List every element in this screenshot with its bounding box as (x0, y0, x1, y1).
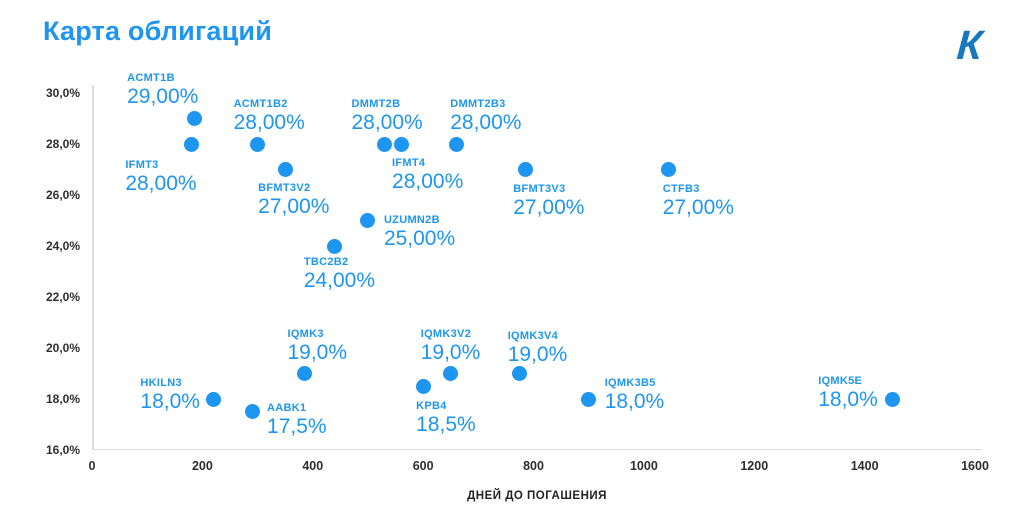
point-dot-iqmk3v2[interactable] (443, 366, 459, 381)
x-axis-tick-label: 1600 (961, 459, 989, 473)
point-dot-dmmt2b3[interactable] (448, 136, 464, 152)
point-label-dmmt2b: DMMT2B 28,00% (351, 98, 422, 135)
point-label-aabk1: AABK1 17,5% (267, 402, 327, 439)
point-name: IQMK3B5 (604, 377, 656, 389)
point-label-iqmk3v4: IQMK3V4 19,0% (508, 330, 568, 367)
point-label-hkiln3: HKILN3 18,0% (140, 377, 200, 414)
point-dot-kpb4[interactable] (415, 378, 431, 394)
point-name: BFMT3V3 (513, 182, 566, 195)
point-dot-ifmt3[interactable] (183, 136, 199, 152)
y-axis-tick-label: 24,0% (45, 239, 80, 253)
y-axis-tick-label: 18,0% (45, 392, 80, 406)
point-yield-value: 29,00% (127, 84, 199, 108)
point-yield-value: 25,00% (383, 226, 456, 250)
point-dot-hkiln3[interactable] (205, 391, 221, 407)
x-axis-tick-label: 0 (88, 459, 96, 473)
point-yield-value: 28,00% (351, 111, 423, 134)
point-name: IQMK5E (818, 375, 863, 387)
point-label-iqmk3b5: IQMK3B5 18,0% (605, 377, 665, 414)
point-dot-tbc2b2[interactable] (327, 238, 343, 254)
point-name: HKILN3 (140, 377, 182, 389)
point-dot-bfmt3v3[interactable] (517, 162, 533, 177)
point-name: KPB4 (416, 400, 447, 413)
x-axis-tick-label: 1000 (629, 459, 658, 473)
point-yield-value: 28,00% (450, 111, 522, 134)
point-label-bfmt3v2: BFMT3V2 27,00% (258, 182, 329, 219)
point-label-uzumn2b: UZUMN2B 25,00% (384, 214, 455, 251)
page-title: Карта облигаций (43, 16, 273, 46)
y-axis-line (92, 85, 94, 450)
point-yield-value: 17,5% (267, 414, 327, 438)
point-label-iqmk3: IQMK3 19,0% (287, 328, 347, 365)
point-label-ifmt3: IFMT3 28,00% (125, 159, 196, 196)
point-name: DMMT2B (351, 98, 401, 110)
point-name: ACMT1B (127, 71, 175, 84)
point-label-tbc2b2: TBC2B2 24,00% (304, 256, 375, 293)
point-name: BFMT3V2 (258, 181, 311, 194)
point-name: CTFB3 (662, 182, 700, 195)
point-yield-value: 24,00% (303, 269, 376, 292)
point-name: IQMK3V2 (420, 327, 472, 340)
point-name: IFMT3 (125, 159, 159, 171)
point-yield-value: 18,0% (140, 390, 200, 413)
point-name: IFMT4 (392, 157, 426, 169)
y-axis-tick-label: 26,0% (45, 188, 80, 202)
x-axis-tick-label: 600 (412, 459, 434, 473)
point-yield-value: 28,00% (125, 172, 197, 195)
point-dot-iqmk3v4[interactable] (512, 366, 528, 381)
x-axis-line (92, 448, 982, 450)
point-name: TBC2B2 (303, 256, 349, 268)
point-yield-value: 28,00% (233, 111, 305, 134)
point-yield-value: 18,0% (818, 388, 878, 411)
point-dot-uzumn2b[interactable] (360, 213, 376, 228)
point-name: IQMK3V4 (507, 329, 559, 342)
x-axis-tick-label: 800 (523, 459, 544, 473)
point-dot-bfmt3v2[interactable] (277, 162, 293, 177)
point-dot-iqmk3[interactable] (296, 366, 312, 381)
y-axis-tick-label: 20,0% (45, 341, 80, 355)
y-axis-tick-label: 16,0% (45, 443, 80, 457)
point-yield-value: 27,00% (258, 194, 330, 218)
point-label-kpb4: KPB4 18,5% (416, 400, 476, 437)
x-axis-tick-label: 1400 (850, 459, 879, 473)
x-axis-title: ДНЕЙ ДО ПОГАШЕНИЯ (467, 490, 607, 502)
point-yield-value: 28,00% (392, 170, 464, 193)
point-label-ifmt4: IFMT4 28,00% (392, 157, 463, 194)
point-label-ctfb3: CTFB3 27,00% (663, 183, 734, 220)
point-yield-value: 18,5% (416, 413, 476, 437)
x-axis-tick-label: 400 (302, 459, 324, 473)
point-label-dmmt2b3: DMMT2B3 28,00% (450, 98, 521, 135)
point-yield-value: 19,0% (420, 340, 481, 364)
point-yield-value: 19,0% (287, 340, 348, 364)
point-dot-dmmt2b[interactable] (376, 136, 392, 152)
x-axis-tick-label: 200 (191, 459, 213, 473)
point-label-acmt1b2: ACMT1B2 28,00% (234, 98, 305, 135)
point-yield-value: 18,0% (604, 390, 665, 413)
y-axis-tick-label: 22,0% (45, 290, 80, 304)
point-yield-value: 27,00% (513, 195, 585, 219)
point-label-iqmk3v2: IQMK3V2 19,0% (421, 328, 481, 365)
x-axis-tick-label: 1200 (740, 459, 769, 473)
point-dot-ctfb3[interactable] (661, 162, 677, 177)
point-name: ACMT1B2 (233, 98, 288, 110)
point-name: DMMT2B3 (450, 98, 506, 110)
point-label-bfmt3v3: BFMT3V3 27,00% (513, 183, 584, 220)
point-name: UZUMN2B (383, 213, 440, 226)
point-dot-acmt1b2[interactable] (250, 136, 266, 152)
point-yield-value: 19,0% (507, 342, 568, 366)
point-name: AABK1 (267, 401, 307, 414)
point-dot-aabk1[interactable] (244, 404, 260, 420)
point-name: IQMK3 (287, 327, 324, 340)
point-dot-acmt1b[interactable] (186, 111, 202, 126)
point-yield-value: 27,00% (662, 195, 734, 219)
point-dot-ifmt4[interactable] (393, 136, 409, 152)
y-axis-tick-label: 28,0% (45, 137, 80, 151)
y-axis-tick-label: 30,0% (45, 86, 80, 100)
point-label-acmt1b: ACMT1B 29,00% (127, 72, 198, 109)
point-dot-iqmk3b5[interactable] (581, 391, 597, 407)
point-label-iqmk5e: IQMK5E 18,0% (818, 375, 878, 412)
point-dot-iqmk5e[interactable] (884, 391, 900, 407)
